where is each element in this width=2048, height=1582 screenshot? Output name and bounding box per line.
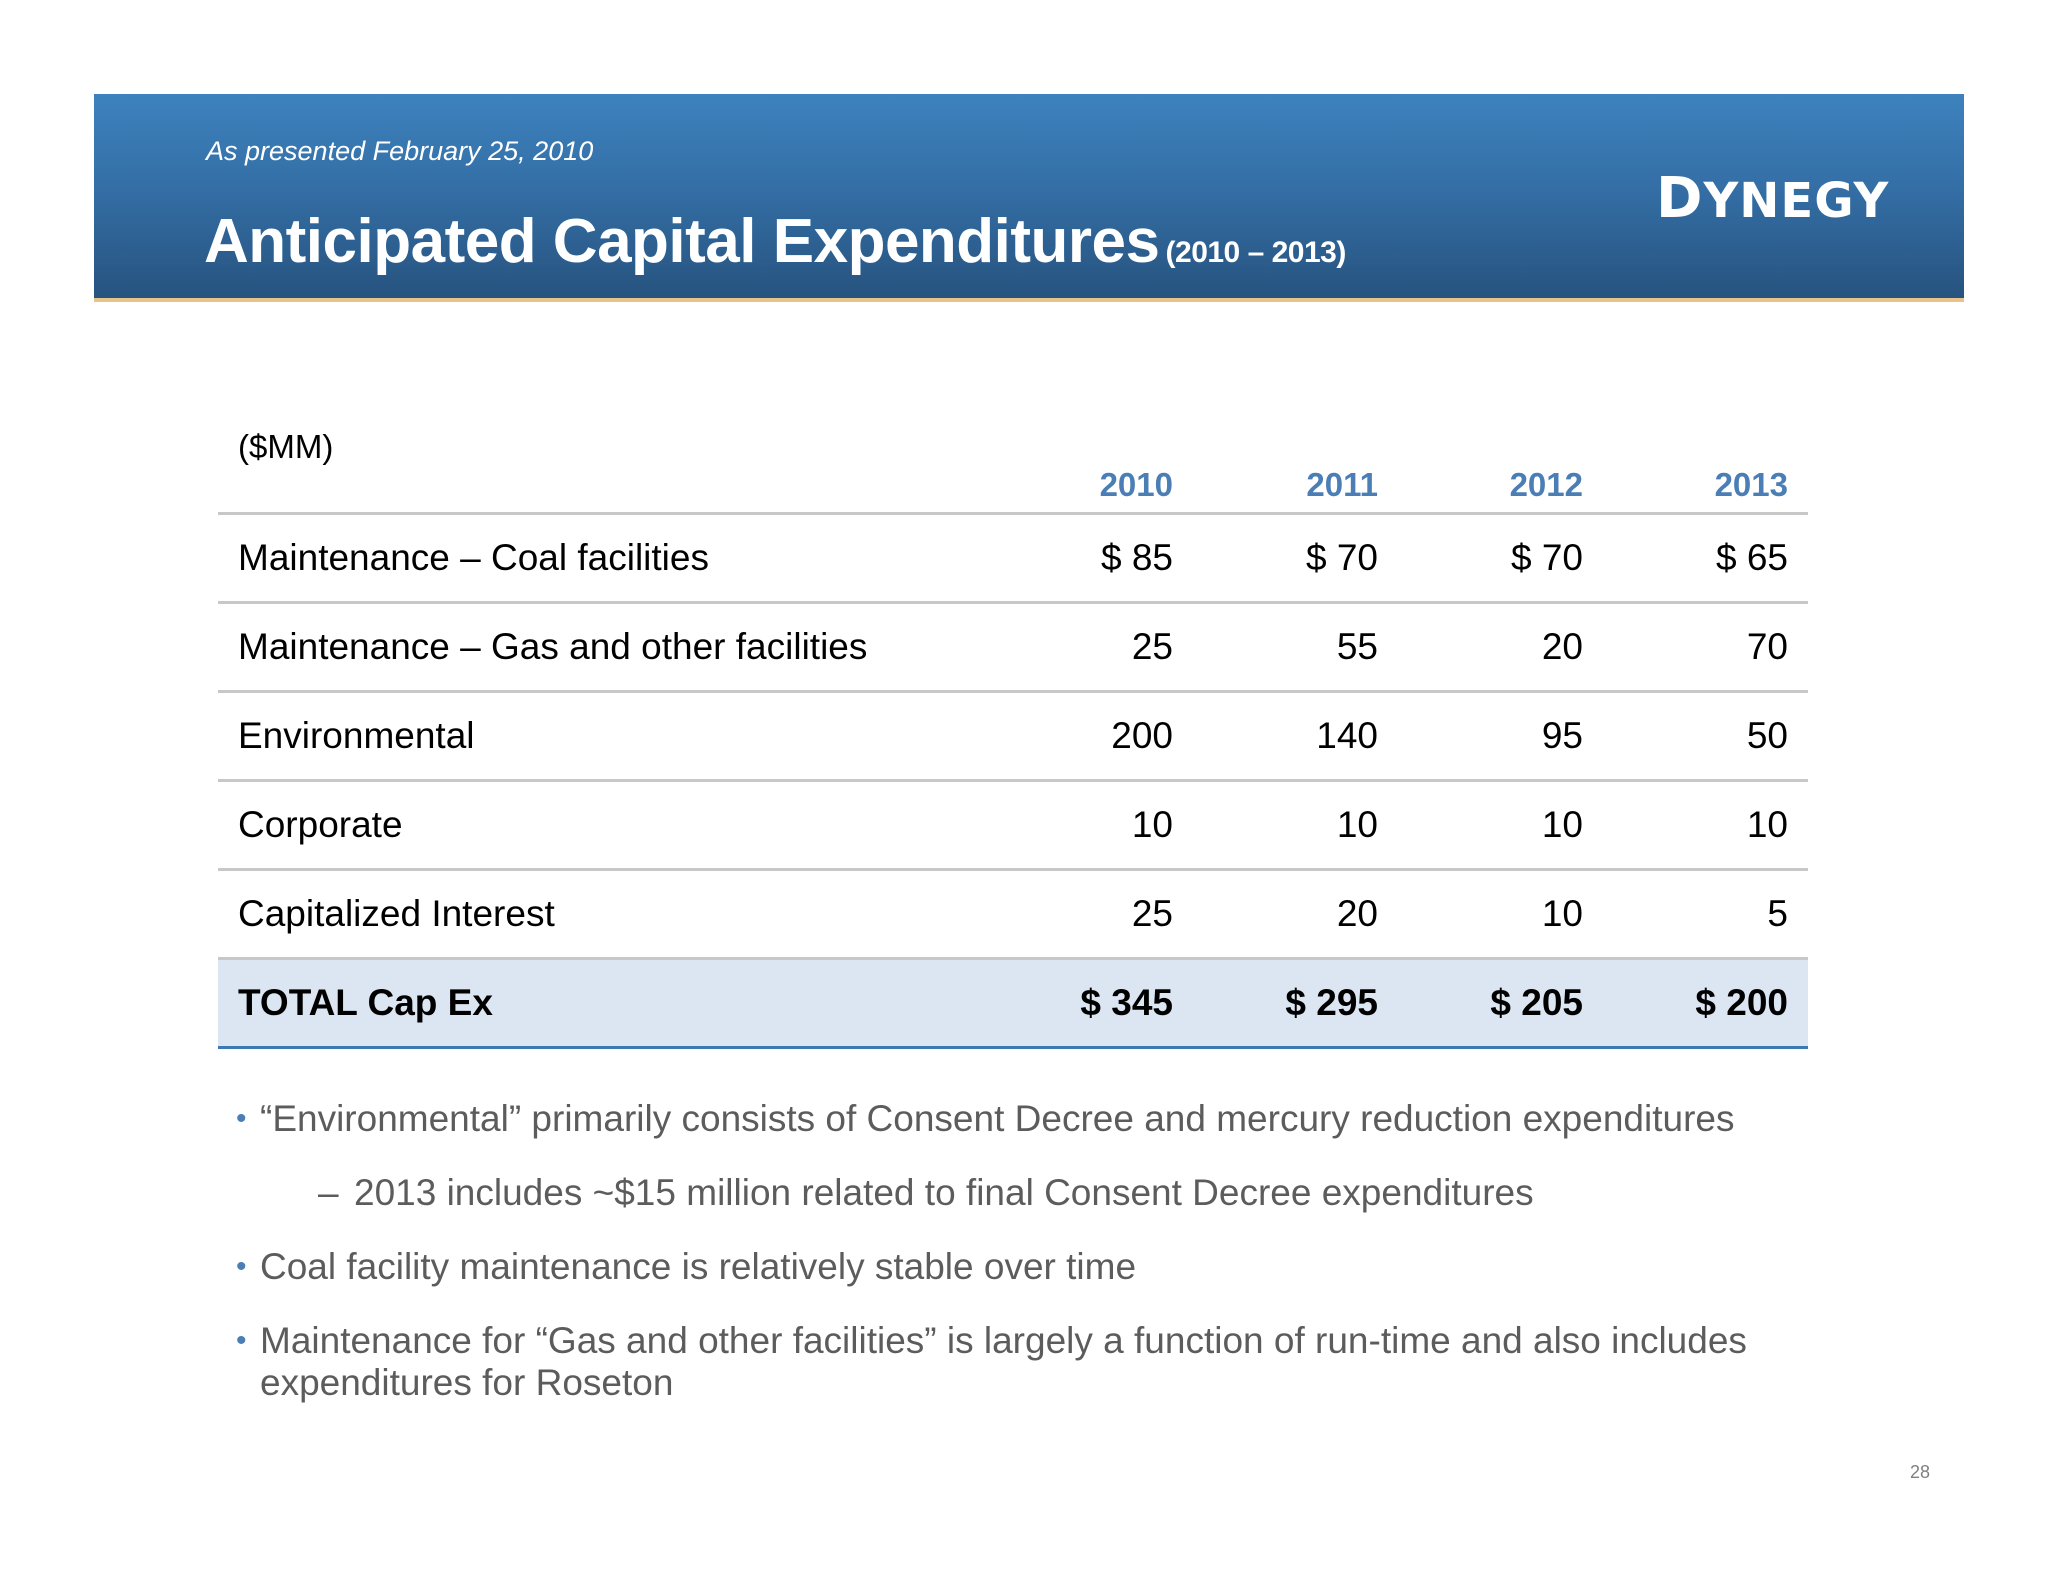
cell-value: 200 xyxy=(988,691,1193,782)
row-label: Maintenance – Gas and other facilities xyxy=(218,602,988,693)
cell-value: 10 xyxy=(988,780,1193,871)
row-label: Corporate xyxy=(218,780,988,871)
cell-value: 50 xyxy=(1603,691,1808,782)
cell-value: 25 xyxy=(988,602,1193,693)
total-value: $ 345 xyxy=(988,958,1193,1049)
note-text: Coal facility maintenance is relatively … xyxy=(260,1246,1137,1287)
table-row: Maintenance – Coal facilities $ 85 $ 70 … xyxy=(218,513,1808,604)
cell-value: 70 xyxy=(1603,602,1808,693)
year-header: 2011 xyxy=(1193,420,1398,515)
bullet-dot-icon: • xyxy=(236,1324,247,1357)
table-row: Capitalized Interest 25 20 10 5 xyxy=(218,869,1808,960)
cell-value: 20 xyxy=(1193,869,1398,960)
cell-value: 20 xyxy=(1398,602,1603,693)
total-row: TOTAL Cap Ex $ 345 $ 295 $ 205 $ 200 xyxy=(218,958,1808,1049)
presentation-date: As presented February 25, 2010 xyxy=(206,136,594,166)
total-value: $ 200 xyxy=(1603,958,1808,1049)
cell-value: 10 xyxy=(1398,780,1603,871)
note-text: “Environmental” primarily consists of Co… xyxy=(260,1098,1735,1139)
table-row: Environmental 200 140 95 50 xyxy=(218,691,1808,782)
row-label: Maintenance – Coal facilities xyxy=(218,513,988,604)
dynegy-logo: DYNEGY xyxy=(1656,166,1890,231)
row-label: Environmental xyxy=(218,691,988,782)
dash-icon: – xyxy=(318,1172,339,1213)
notes-list: • “Environmental” primarily consists of … xyxy=(236,1098,1836,1436)
bullet-dot-icon: • xyxy=(236,1102,247,1135)
total-label: TOTAL Cap Ex xyxy=(218,958,988,1049)
page-number: 28 xyxy=(1910,1462,1931,1482)
capex-table: ($MM) 2010 2011 2012 2013 Maintenance – … xyxy=(218,420,1808,1049)
cell-value: $ 65 xyxy=(1603,513,1808,604)
cell-value: 5 xyxy=(1603,869,1808,960)
cell-value: $ 85 xyxy=(988,513,1193,604)
total-value: $ 205 xyxy=(1398,958,1603,1049)
year-header: 2013 xyxy=(1603,420,1808,515)
unit-label: ($MM) xyxy=(218,420,988,515)
table-header-row: ($MM) 2010 2011 2012 2013 xyxy=(218,420,1808,515)
slide-header: As presented February 25, 2010 Anticipat… xyxy=(94,94,1964,302)
slide-title-range: (2010 – 2013) xyxy=(1165,236,1347,269)
row-label: Capitalized Interest xyxy=(218,869,988,960)
cell-value: 55 xyxy=(1193,602,1398,693)
table-row: Maintenance – Gas and other facilities 2… xyxy=(218,602,1808,693)
cell-value: 10 xyxy=(1603,780,1808,871)
year-header: 2012 xyxy=(1398,420,1603,515)
table-row: Corporate 10 10 10 10 xyxy=(218,780,1808,871)
cell-value: 25 xyxy=(988,869,1193,960)
cell-value: $ 70 xyxy=(1398,513,1603,604)
note-text: 2013 includes ~$15 million related to fi… xyxy=(354,1172,1534,1213)
cell-value: 140 xyxy=(1193,691,1398,782)
note-bullet: • “Environmental” primarily consists of … xyxy=(236,1098,1836,1140)
slide-title-text: Anticipated Capital Expenditures xyxy=(204,207,1160,276)
note-bullet: • Maintenance for “Gas and other facilit… xyxy=(236,1320,1836,1404)
cell-value: $ 70 xyxy=(1193,513,1398,604)
cell-value: 95 xyxy=(1398,691,1603,782)
note-bullet: • Coal facility maintenance is relativel… xyxy=(236,1246,1836,1288)
total-value: $ 295 xyxy=(1193,958,1398,1049)
note-text: Maintenance for “Gas and other facilitie… xyxy=(260,1320,1747,1403)
slide-title: Anticipated Capital Expenditures (2010 – … xyxy=(204,206,1346,277)
bullet-dot-icon: • xyxy=(236,1250,247,1283)
year-header: 2010 xyxy=(988,420,1193,515)
cell-value: 10 xyxy=(1398,869,1603,960)
cell-value: 10 xyxy=(1193,780,1398,871)
note-sub-bullet: – 2013 includes ~$15 million related to … xyxy=(236,1172,1836,1214)
